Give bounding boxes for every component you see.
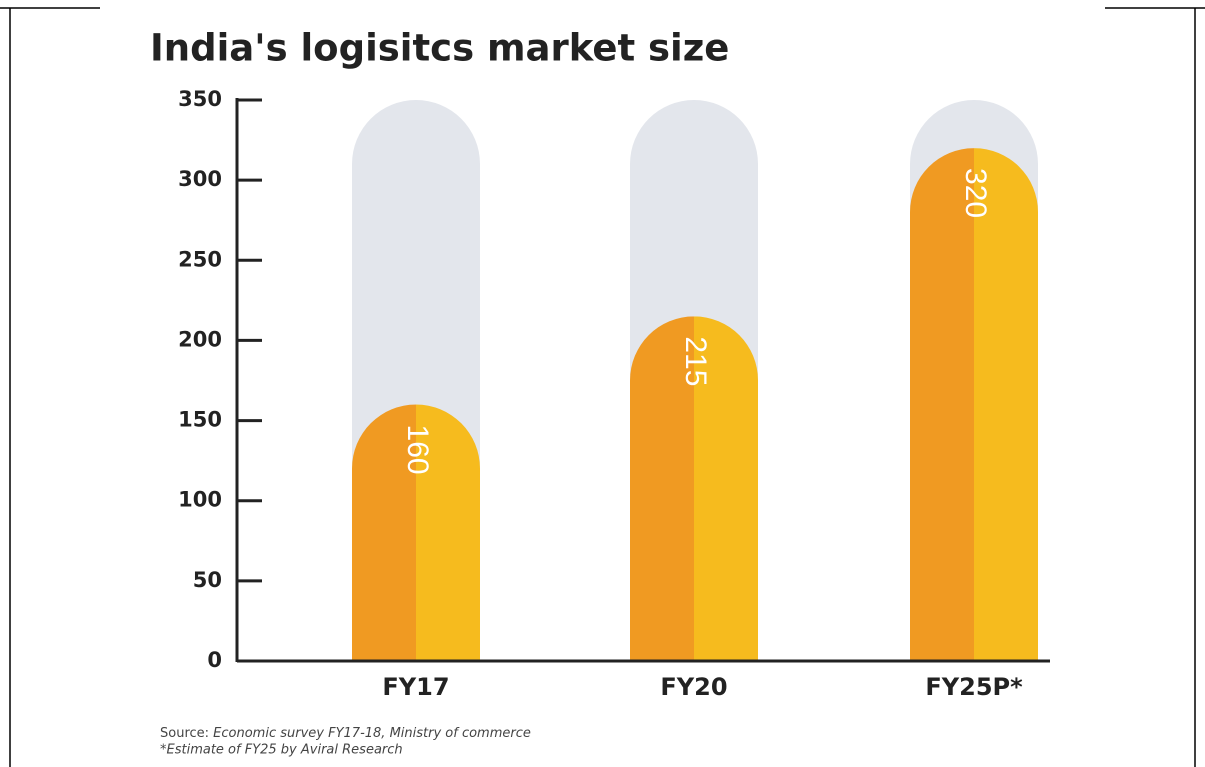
value-label: 160 [401, 425, 434, 475]
bar [910, 148, 1038, 662]
bar-left [352, 404, 416, 661]
source: Source: Economic survey FY17-18, Ministr… [160, 726, 531, 741]
bar-left [630, 316, 694, 661]
bar-right [416, 404, 480, 661]
source-label: Source: [160, 726, 209, 741]
y-tick-label: 350 [178, 87, 222, 111]
value-label: 320 [959, 168, 992, 218]
x-tick-label: FY20 [660, 673, 727, 701]
bar-right [974, 148, 1038, 662]
bar [630, 316, 758, 661]
bar-right [694, 316, 758, 661]
footnote: *Estimate of FY25 by Aviral Research [160, 743, 403, 758]
y-tick-label: 0 [207, 648, 222, 672]
y-tick-label: 250 [178, 247, 222, 271]
chart-title: India's logisitcs market size [150, 27, 729, 70]
frame [0, 7, 1205, 767]
bar-left [910, 148, 974, 662]
source-text: Economic survey FY17-18, Ministry of com… [213, 726, 531, 741]
x-tick-label: FY17 [382, 673, 449, 701]
y-tick-label: 150 [178, 408, 222, 432]
y-tick-label: 50 [193, 568, 222, 592]
y-tick-label: 200 [178, 327, 222, 351]
x-tick-label: FY25P* [925, 673, 1023, 701]
bar [352, 404, 480, 661]
y-tick-label: 300 [178, 167, 222, 191]
value-label: 215 [679, 336, 712, 386]
y-tick-label: 100 [178, 488, 222, 512]
